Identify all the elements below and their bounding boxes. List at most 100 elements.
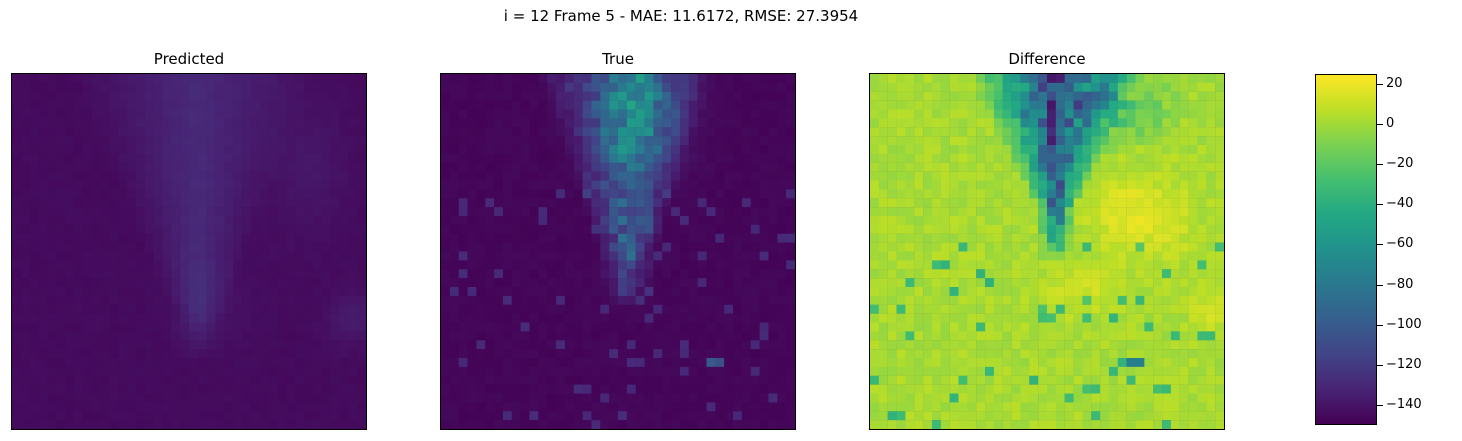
heatmap-cell: [985, 402, 995, 412]
heatmap-cell: [967, 180, 977, 190]
heatmap-cell: [653, 375, 663, 385]
difference-heatmap: [869, 73, 1225, 430]
heatmap-cell: [724, 287, 734, 297]
heatmap-cell: [1188, 295, 1198, 305]
heatmap-cell: [286, 145, 296, 155]
heatmap-cell: [750, 384, 760, 394]
heatmap-cell: [931, 109, 941, 119]
heatmap-cell: [215, 411, 225, 421]
heatmap-cell: [905, 207, 915, 217]
heatmap-cell: [887, 269, 897, 279]
heatmap-cell: [47, 145, 57, 155]
heatmap-cell: [330, 411, 340, 421]
heatmap-cell: [671, 171, 681, 181]
heatmap-cell: [1038, 358, 1048, 368]
heatmap-cell: [476, 393, 486, 403]
heatmap-cell: [556, 153, 566, 163]
heatmap-cell: [750, 180, 760, 190]
heatmap-cell: [564, 171, 574, 181]
heatmap-cell: [348, 366, 358, 376]
heatmap-cell: [706, 393, 716, 403]
heatmap-cell: [547, 295, 557, 305]
heatmap-cell: [127, 100, 137, 110]
heatmap-cell: [357, 145, 366, 155]
heatmap-cell: [268, 74, 278, 84]
heatmap-cell: [653, 358, 663, 368]
heatmap-cell: [348, 384, 358, 394]
heatmap-cell: [339, 180, 349, 190]
heatmap-cell: [118, 162, 128, 172]
heatmap-cell: [985, 340, 995, 350]
heatmap-cell: [250, 375, 260, 385]
colorbar-tick-label: −60: [1386, 236, 1414, 251]
heatmap-cell: [29, 82, 39, 92]
heatmap-cell: [1029, 74, 1039, 84]
heatmap-cell: [591, 109, 601, 119]
heatmap-cell: [12, 322, 22, 332]
heatmap-cell: [949, 127, 959, 137]
heatmap-cell: [958, 91, 968, 101]
heatmap-cell: [967, 304, 977, 314]
heatmap-cell: [467, 189, 477, 199]
heatmap-cell: [706, 198, 716, 208]
heatmap-cell: [591, 358, 601, 368]
heatmap-cell: [268, 207, 278, 217]
heatmap-cell: [47, 384, 57, 394]
heatmap-cell: [1064, 189, 1074, 199]
heatmap-cell: [20, 171, 30, 181]
heatmap-cell: [1162, 295, 1172, 305]
heatmap-cell: [697, 411, 707, 421]
heatmap-cell: [626, 127, 636, 137]
heatmap-cell: [759, 269, 769, 279]
heatmap-cell: [180, 402, 190, 412]
heatmap-cell: [441, 82, 451, 92]
heatmap-cell: [635, 180, 645, 190]
heatmap-cell: [768, 198, 778, 208]
heatmap-cell: [1108, 402, 1118, 412]
heatmap-cell: [958, 278, 968, 288]
heatmap-cell: [321, 384, 331, 394]
heatmap-cell: [1047, 74, 1057, 84]
heatmap-cell: [786, 349, 795, 359]
heatmap-cell: [82, 331, 92, 341]
heatmap-cell: [268, 224, 278, 234]
heatmap-cell: [635, 153, 645, 163]
heatmap-cell: [502, 109, 512, 119]
heatmap-cell: [441, 260, 451, 270]
heatmap-cell: [564, 136, 574, 146]
heatmap-cell: [295, 109, 305, 119]
heatmap-cell: [896, 145, 906, 155]
heatmap-cell: [653, 74, 663, 84]
heatmap-cell: [1055, 100, 1065, 110]
heatmap-cell: [715, 322, 725, 332]
heatmap-cell: [1073, 82, 1083, 92]
heatmap-cell: [733, 349, 743, 359]
heatmap-cell: [304, 189, 314, 199]
colorbar-tick-label: −20: [1386, 156, 1414, 171]
heatmap-cell: [1153, 100, 1163, 110]
heatmap-cell: [449, 313, 459, 323]
heatmap-cell: [250, 251, 260, 261]
heatmap-cell: [268, 340, 278, 350]
heatmap-cell: [741, 242, 751, 252]
heatmap-cell: [547, 91, 557, 101]
heatmap-cell: [321, 331, 331, 341]
heatmap-cell: [679, 180, 689, 190]
heatmap-cell: [339, 313, 349, 323]
heatmap-cell: [242, 313, 252, 323]
heatmap-cell: [441, 420, 451, 429]
heatmap-cell: [1126, 82, 1136, 92]
heatmap-cell: [1082, 207, 1092, 217]
heatmap-cell: [449, 287, 459, 297]
heatmap-cell: [1144, 393, 1154, 403]
heatmap-cell: [1126, 162, 1136, 172]
heatmap-cell: [1144, 118, 1154, 128]
heatmap-cell: [591, 162, 601, 172]
heatmap-cell: [268, 180, 278, 190]
heatmap-cell: [878, 118, 888, 128]
heatmap-cell: [591, 216, 601, 226]
heatmap-cell: [127, 224, 137, 234]
heatmap-cell: [321, 127, 331, 137]
heatmap-cell: [1100, 109, 1110, 119]
heatmap-cell: [724, 349, 734, 359]
